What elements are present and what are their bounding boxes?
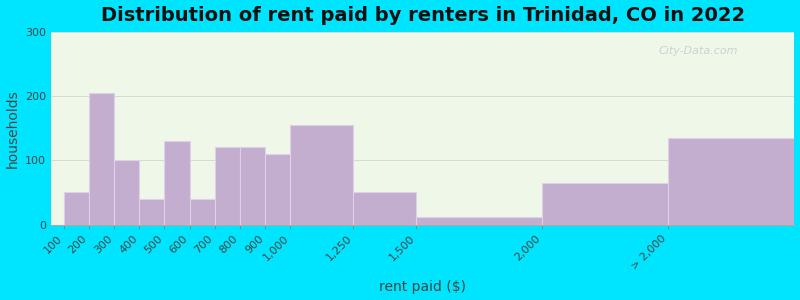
Bar — [190, 199, 215, 225]
Text: City-Data.com: City-Data.com — [658, 46, 738, 56]
Bar — [417, 217, 542, 225]
Bar — [139, 199, 165, 225]
Bar — [215, 147, 240, 225]
Bar — [114, 160, 139, 225]
X-axis label: rent paid ($): rent paid ($) — [379, 280, 466, 294]
Bar — [354, 193, 417, 225]
Bar — [89, 93, 114, 225]
Bar — [266, 154, 290, 225]
Y-axis label: households: households — [6, 89, 19, 167]
Bar — [290, 125, 354, 225]
Title: Distribution of rent paid by renters in Trinidad, CO in 2022: Distribution of rent paid by renters in … — [101, 6, 745, 25]
Bar — [240, 147, 266, 225]
Bar — [669, 138, 794, 225]
Bar — [64, 193, 89, 225]
Bar — [542, 183, 669, 225]
Bar — [165, 141, 190, 225]
